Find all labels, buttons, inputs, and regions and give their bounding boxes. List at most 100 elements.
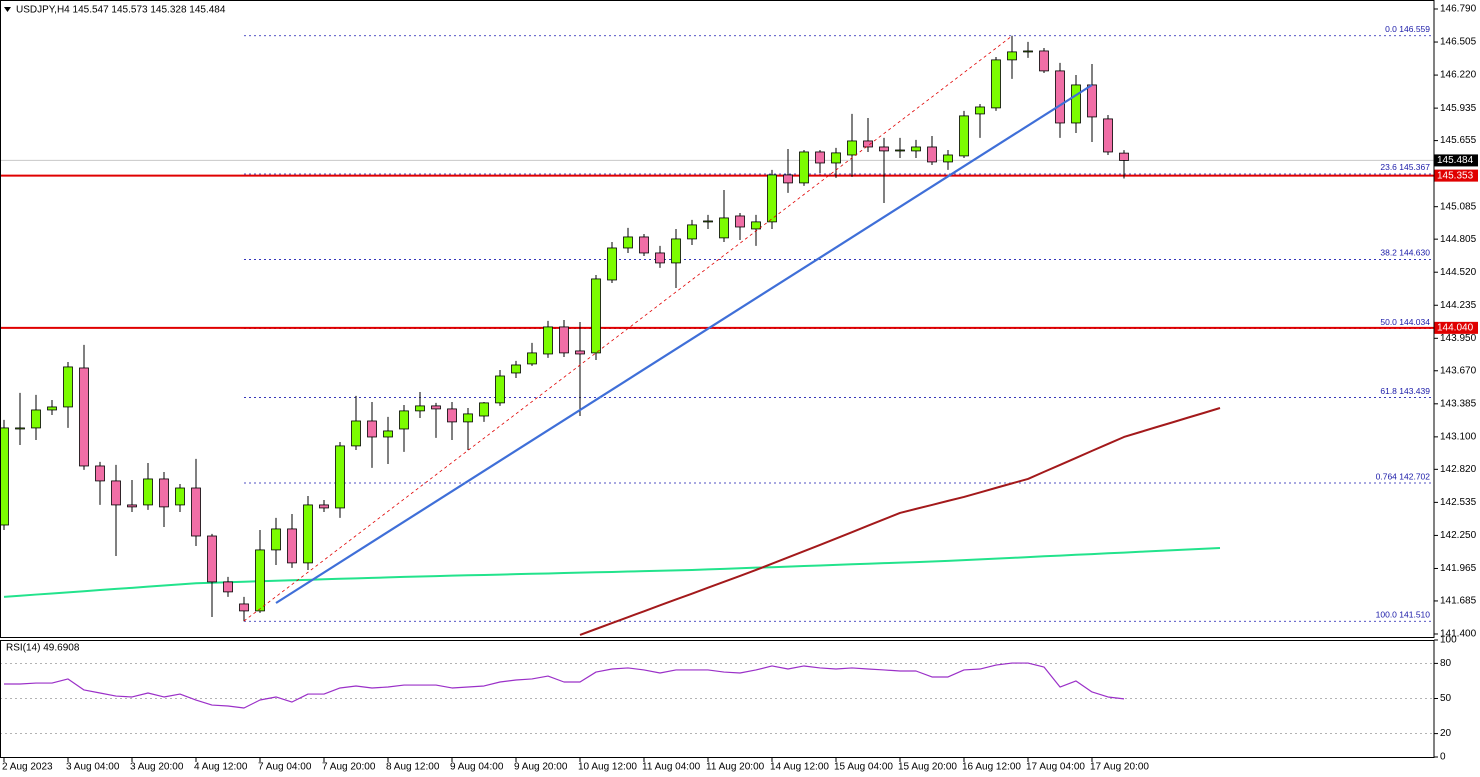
- candle-body-up: [527, 352, 537, 365]
- trendline: [275, 84, 1093, 604]
- fib-label: 0.0 146.559: [1385, 24, 1430, 34]
- axes: 146.790 146.505 146.220 145.935 145.655 145.0…: [2, 4, 1478, 773]
- candle-body-down: [783, 174, 793, 184]
- candle-body-up: [623, 236, 633, 249]
- candle-body-down: [95, 465, 105, 482]
- candle-body-down: [239, 603, 249, 612]
- candle-body-up: [31, 409, 41, 429]
- rsi-title: RSI(14) 49.6908: [6, 643, 80, 654]
- x-tick-label: 4 Aug 12:00: [194, 762, 248, 773]
- candle-body-up: [175, 487, 185, 506]
- candle-body-up: [831, 152, 841, 164]
- candle-body-up: [1007, 51, 1017, 61]
- candle-body-up: [1071, 84, 1081, 124]
- y-tick-label: 143.100: [1440, 432, 1477, 443]
- x-tick-label: 17 Aug 20:00: [1090, 762, 1149, 773]
- candle-body-up: [591, 278, 601, 354]
- price-box-label: 145.353: [1437, 170, 1474, 181]
- candle-body-down: [111, 480, 121, 506]
- x-tick-label: 14 Aug 12:00: [770, 762, 829, 773]
- y-tick-label: 144.520: [1440, 267, 1477, 278]
- candle-body-down: [1055, 70, 1065, 124]
- candle-body-down: [559, 326, 569, 354]
- candle-body-down: [207, 535, 217, 583]
- symbol-menu-icon: [4, 7, 11, 12]
- candle-body-up: [351, 420, 361, 447]
- x-tick-label: 8 Aug 12:00: [386, 762, 440, 773]
- rsi-frame: [0, 640, 1435, 758]
- candle-body-up: [463, 413, 473, 423]
- last-price-box: [1434, 154, 1478, 167]
- moving-average: [579, 407, 1221, 636]
- candle-body-up: [415, 405, 425, 412]
- candle-body-down: [655, 252, 665, 264]
- y-tick-label: 146.790: [1440, 4, 1477, 15]
- candle-body-up: [719, 217, 729, 239]
- candle-body-up: [991, 59, 1001, 109]
- y-tick-label: 50: [1440, 693, 1452, 704]
- candle-body-up: [543, 326, 553, 355]
- candle-body-up: [0, 427, 9, 526]
- y-tick-label: 146.220: [1440, 70, 1477, 81]
- x-tick-label: 17 Aug 04:00: [1026, 762, 1085, 773]
- candle-body-up: [799, 151, 809, 184]
- candle-body-down: [319, 504, 329, 509]
- x-tick-label: 7 Aug 04:00: [258, 762, 312, 773]
- y-tick-label: 145.935: [1440, 103, 1477, 114]
- fib-trendline: [243, 35, 1013, 622]
- rsi-line: [4, 662, 1125, 709]
- fib-label: 23.6 145.367: [1380, 162, 1430, 172]
- candle-body-down: [127, 504, 137, 508]
- y-tick-label: 100: [1440, 635, 1457, 646]
- candle-body-up: [495, 375, 505, 404]
- fib-label: 100.0 141.510: [1376, 609, 1431, 619]
- last-price-label: 145.484: [1437, 155, 1474, 166]
- candle-body-up: [703, 220, 713, 223]
- candle-body-down: [1119, 152, 1129, 161]
- candle-body-down: [447, 408, 457, 423]
- y-tick-label: 144.235: [1440, 300, 1477, 311]
- candle-body-up: [911, 146, 921, 152]
- candle-body-down: [927, 146, 937, 163]
- x-tick-label: 15 Aug 20:00: [898, 762, 957, 773]
- candle-body-up: [847, 140, 857, 156]
- candle-body-down: [223, 581, 233, 593]
- candle-body-up: [47, 406, 57, 411]
- moving-average: [3, 546, 1221, 598]
- candle-body-down: [575, 350, 585, 355]
- y-tick-label: 141.685: [1440, 596, 1477, 607]
- price-box-label: 144.040: [1437, 323, 1474, 334]
- candle-body-up: [271, 528, 281, 551]
- candle-body-up: [335, 445, 345, 509]
- candle-body-up: [687, 224, 697, 240]
- candle-body-down: [191, 487, 201, 537]
- main-frame: [0, 0, 1435, 638]
- y-tick-label: 145.655: [1440, 135, 1477, 146]
- candle-body-up: [767, 174, 777, 223]
- x-tick-label: 11 Aug 04:00: [642, 762, 701, 773]
- y-tick-label: 20: [1440, 728, 1452, 739]
- candle-body-up: [399, 410, 409, 430]
- candle-body-up: [383, 430, 393, 438]
- candle-body-up: [1023, 50, 1033, 53]
- fib-label: 0.764 142.702: [1376, 471, 1431, 481]
- rsi-plot: [0, 662, 1434, 734]
- main-plot: 0.0 146.559 23.6 145.367 38.2 144.630 50.0 …: [0, 24, 1434, 636]
- candle-body-up: [63, 366, 73, 408]
- y-tick-label: 143.950: [1440, 333, 1477, 344]
- drawings: [243, 35, 1093, 622]
- x-tick-label: 3 Aug 04:00: [66, 762, 120, 773]
- y-tick-label: 144.805: [1440, 234, 1477, 245]
- candle-body-down: [79, 367, 89, 467]
- x-tick-label: 11 Aug 20:00: [706, 762, 765, 773]
- candle-body-down: [287, 528, 297, 564]
- candle-body-up: [959, 115, 969, 157]
- candle-body-down: [639, 236, 649, 254]
- price-box: [1434, 169, 1478, 182]
- fib-label: 61.8 143.439: [1380, 386, 1430, 396]
- candle-body-up: [671, 238, 681, 264]
- candle-body-up: [895, 149, 905, 152]
- candle-body-up: [303, 504, 313, 564]
